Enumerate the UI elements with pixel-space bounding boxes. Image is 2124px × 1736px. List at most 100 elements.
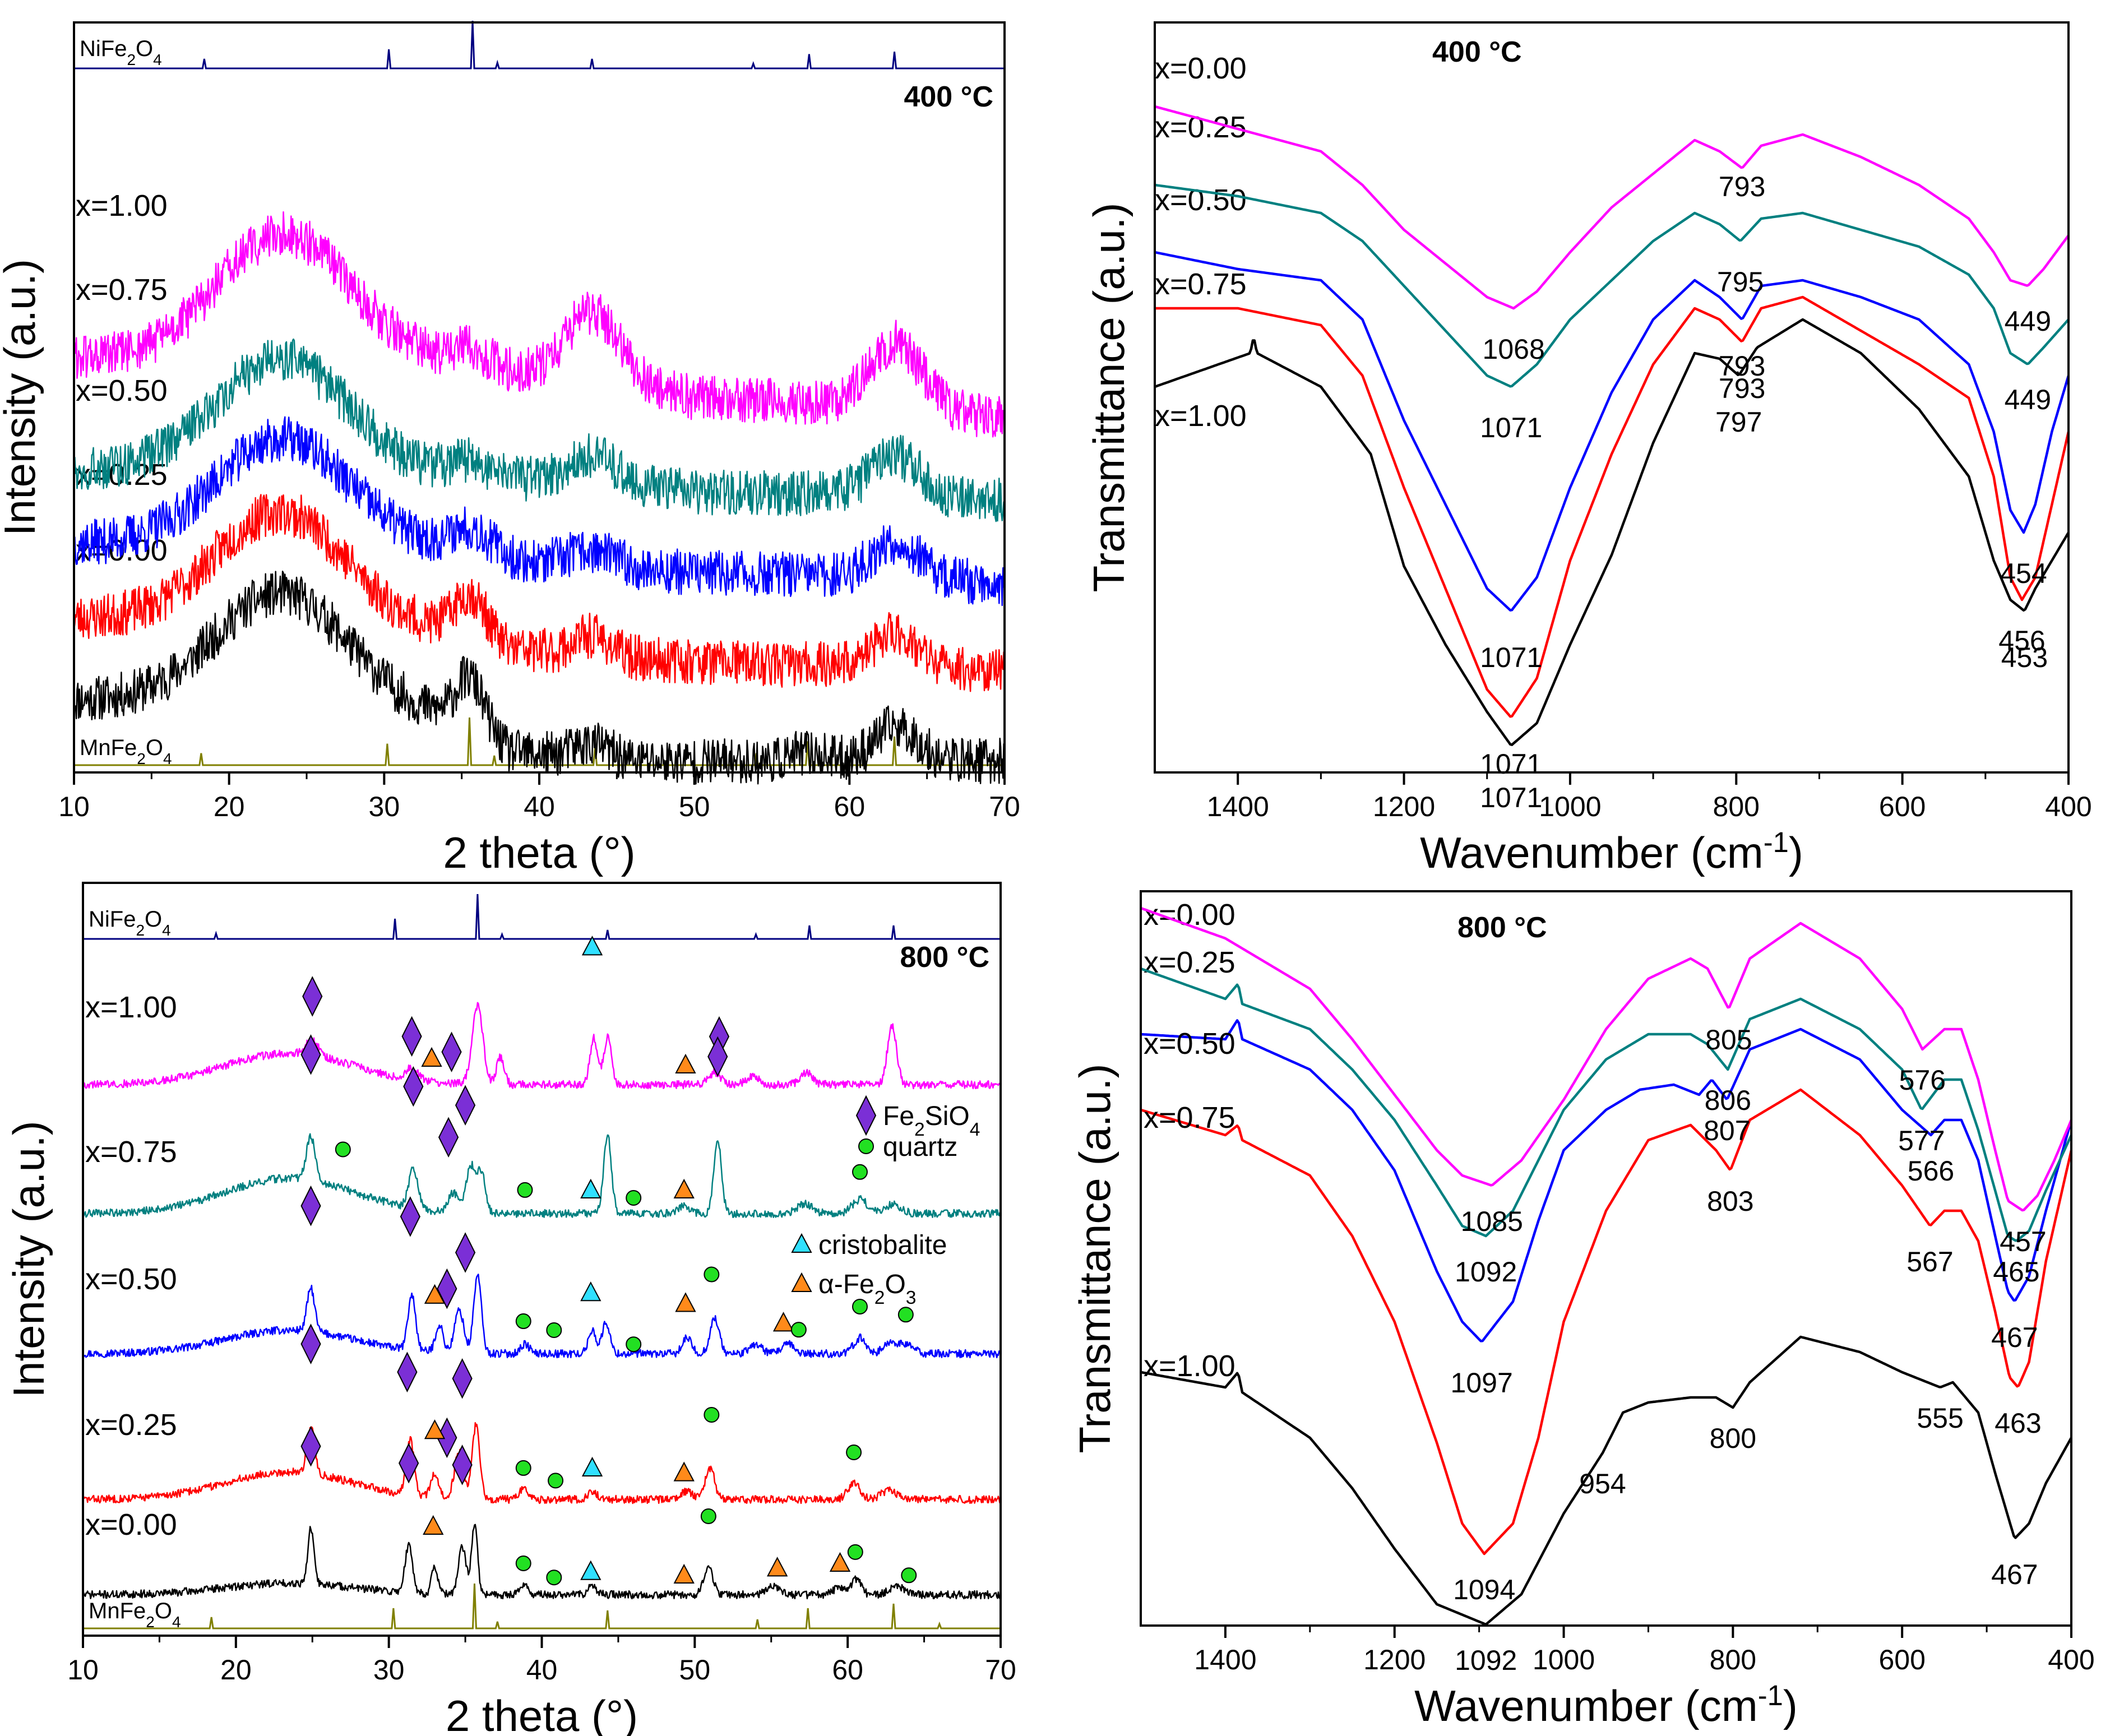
series-label: x=0.25 xyxy=(85,1408,177,1442)
cristobalite-marker xyxy=(581,1456,603,1476)
quartz-marker xyxy=(626,1336,642,1353)
quartz-marker xyxy=(546,1570,562,1586)
quartz-marker xyxy=(700,1508,716,1524)
x-axis-title: Wavenumber (cm-1) xyxy=(1420,826,1803,878)
quartz-marker xyxy=(847,1544,863,1560)
peak-label: 793 xyxy=(1719,171,1765,202)
fe2sio4-marker xyxy=(438,1117,459,1158)
fe2sio4-marker xyxy=(455,1232,476,1273)
x-tick-label: 1000 xyxy=(1539,791,1601,822)
peak-label: 463 xyxy=(1995,1408,2041,1439)
ftir-series-line xyxy=(1155,295,2070,718)
x-tick-label: 20 xyxy=(220,1654,252,1686)
quartz-marker xyxy=(852,1164,868,1180)
peak-label: 1068 xyxy=(1483,334,1545,365)
x-tick-label: 30 xyxy=(369,791,400,822)
peak-label: 795 xyxy=(1717,266,1764,298)
peak-label: 555 xyxy=(1917,1402,1963,1434)
legend-label: α-Fe2O3 xyxy=(818,1270,916,1308)
peak-label: 465 xyxy=(1993,1256,2039,1288)
quartz-marker xyxy=(790,1322,807,1338)
reference-label-bottom: MnFe2O4 xyxy=(80,735,172,767)
fe2sio4-marker xyxy=(403,1066,424,1107)
fe2o3-marker xyxy=(766,1557,788,1577)
series-label: x=0.75 xyxy=(1155,267,1247,301)
panel-ftir800: x=0.00x=0.25x=0.50x=0.75x=1.008055764571… xyxy=(1070,890,2095,1731)
x-tick-label: 10 xyxy=(58,791,90,822)
xrd-series-line xyxy=(82,1133,1002,1219)
peak-label: 800 xyxy=(1710,1423,1756,1454)
series-label: x=0.50 xyxy=(1155,183,1247,217)
xrd-series-line xyxy=(73,211,1006,438)
xrd-series-line xyxy=(82,1002,1002,1090)
panel-xrd400: NiFe2O4MnFe2O4x=0.00x=0.25x=0.50x=0.75x=… xyxy=(0,20,1020,877)
quartz-marker xyxy=(897,1307,914,1323)
xrd-series-line xyxy=(73,416,1006,607)
peak-label: 449 xyxy=(2005,384,2051,415)
quartz-marker xyxy=(515,1460,531,1476)
series-label: x=1.00 xyxy=(1155,399,1247,433)
x-tick-label: 1000 xyxy=(1533,1644,1595,1675)
series-label: x=0.00 xyxy=(1155,52,1247,85)
peak-label: 1092 xyxy=(1455,1256,1517,1288)
x-tick-label: 600 xyxy=(1878,1644,1925,1675)
fe2o3-marker xyxy=(772,1312,794,1332)
cristobalite-marker xyxy=(580,1560,601,1580)
temperature-label: 800 °C xyxy=(1457,911,1547,944)
peak-label: 805 xyxy=(1705,1024,1752,1056)
temperature-label: 800 °C xyxy=(900,941,989,974)
x-tick-label: 70 xyxy=(989,791,1020,822)
quartz-marker xyxy=(517,1182,533,1198)
peak-label: 567 xyxy=(1906,1246,1953,1277)
x-tick-label: 400 xyxy=(2048,1644,2094,1675)
series-label: x=0.00 xyxy=(85,1508,177,1541)
ftir-series-line xyxy=(1154,251,2070,612)
series-label: x=0.50 xyxy=(85,1262,177,1296)
quartz-marker xyxy=(852,1298,868,1314)
x-tick-label: 60 xyxy=(832,1654,863,1686)
x-tick-label: 60 xyxy=(834,791,866,822)
fe2sio4-marker xyxy=(452,1445,473,1485)
reference-pattern-bottom xyxy=(83,1583,1001,1629)
peak-label: 793 xyxy=(1719,373,1765,404)
peak-label: 793 xyxy=(1719,350,1765,382)
series-label: x=1.00 xyxy=(76,189,168,223)
peak-label: 456 xyxy=(1998,625,2045,656)
x-tick-label: 600 xyxy=(1879,791,1926,822)
peak-label: 954 xyxy=(1579,1468,1626,1499)
fe2sio4-marker xyxy=(452,1358,473,1399)
x-tick-label: 50 xyxy=(679,791,710,822)
x-axis-title: Wavenumber (cm-1) xyxy=(1414,1679,1798,1731)
quartz-marker xyxy=(704,1407,720,1423)
fe2sio4-marker xyxy=(300,1425,321,1467)
reference-label-top: NiFe2O4 xyxy=(89,907,171,939)
x-tick-label: 400 xyxy=(2045,791,2091,822)
fe2sio4-marker xyxy=(441,1031,462,1072)
reference-label-top: NiFe2O4 xyxy=(80,36,162,68)
x-tick-label: 800 xyxy=(1710,1644,1756,1675)
peak-label: 457 xyxy=(2000,1226,2046,1257)
peak-label: 454 xyxy=(2000,558,2047,589)
quartz-marker xyxy=(515,1313,531,1330)
y-axis-title: Intensity (a.u.) xyxy=(0,259,44,536)
fe2sio4-marker xyxy=(401,1016,422,1057)
series-label: x=1.00 xyxy=(85,990,177,1024)
ftir-series-line xyxy=(1140,967,2073,1242)
xrd-series-line xyxy=(82,1422,1002,1504)
peak-label: 797 xyxy=(1715,406,1762,438)
series-label: x=0.75 xyxy=(1144,1101,1235,1135)
legend-label: Fe2SiO4 xyxy=(883,1101,980,1140)
peak-label: 577 xyxy=(1898,1125,1945,1156)
peak-label: 576 xyxy=(1899,1064,1946,1096)
x-tick-label: 30 xyxy=(373,1654,405,1686)
fe2sio4-marker xyxy=(302,976,323,1017)
quartz-marker xyxy=(901,1567,917,1584)
x-tick-label: 40 xyxy=(524,791,555,822)
peak-label: 806 xyxy=(1705,1085,1751,1116)
quartz-marker xyxy=(626,1190,642,1206)
x-tick-label: 1200 xyxy=(1373,791,1435,822)
peak-label: 1071 xyxy=(1480,782,1542,813)
peak-label: 467 xyxy=(1991,1322,2038,1353)
series-label: x=0.75 xyxy=(85,1135,177,1169)
peak-label: 807 xyxy=(1704,1115,1750,1146)
